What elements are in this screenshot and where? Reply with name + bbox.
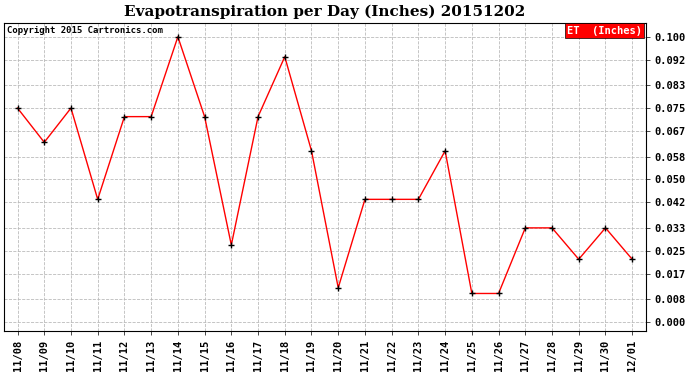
Text: ET  (Inches): ET (Inches) [567,26,642,36]
Text: Copyright 2015 Cartronics.com: Copyright 2015 Cartronics.com [8,26,164,34]
Title: Evapotranspiration per Day (Inches) 20151202: Evapotranspiration per Day (Inches) 2015… [124,4,526,18]
